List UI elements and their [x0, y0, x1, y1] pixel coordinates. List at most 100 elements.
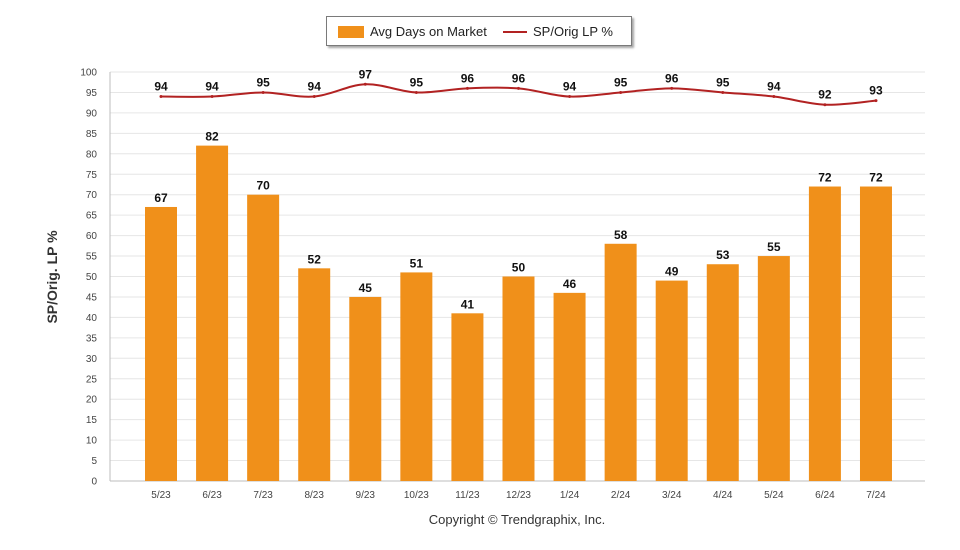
x-tick-label: 6/23	[202, 490, 222, 501]
line-point-sp-orig-lp	[465, 86, 469, 90]
bar-data-label: 45	[359, 281, 373, 295]
y-tick-label: 50	[86, 272, 98, 283]
x-tick-label: 9/23	[356, 490, 376, 501]
x-tick-label: 4/24	[713, 490, 733, 501]
line-data-label: 95	[410, 75, 424, 89]
line-point-sp-orig-lp	[823, 103, 827, 107]
bar-days-on-market	[706, 264, 739, 481]
y-tick-label: 80	[86, 149, 98, 160]
line-data-label: 96	[665, 71, 679, 85]
line-point-sp-orig-lp	[772, 95, 776, 99]
x-tick-label: 6/24	[815, 490, 835, 501]
y-tick-label: 0	[91, 477, 97, 488]
bar-days-on-market	[655, 280, 688, 481]
bar-days-on-market	[502, 276, 535, 481]
bar-data-label: 49	[665, 265, 679, 279]
x-tick-label: 1/24	[560, 490, 580, 501]
y-tick-label: 15	[86, 415, 98, 426]
line-data-label: 94	[563, 80, 577, 94]
line-data-label: 96	[461, 71, 475, 85]
x-tick-label: 12/23	[506, 490, 531, 501]
x-tick-label: 7/23	[253, 490, 273, 501]
line-data-label: 94	[767, 80, 781, 94]
bar-data-label: 41	[461, 297, 475, 311]
x-tick-label: 2/24	[611, 490, 631, 501]
line-data-label: 93	[869, 84, 883, 98]
bar-data-label: 72	[869, 171, 883, 185]
legend-label-days-on-market: Avg Days on Market	[370, 24, 487, 39]
legend-label-sp-orig-lp: SP/Orig LP %	[533, 24, 613, 39]
bar-data-label: 67	[154, 191, 168, 205]
y-tick-label: 95	[86, 88, 98, 99]
x-tick-label: 11/23	[455, 490, 480, 501]
line-data-label: 97	[359, 67, 373, 81]
line-data-label: 95	[614, 75, 628, 89]
bar-data-label: 53	[716, 248, 730, 262]
bar-days-on-market	[196, 145, 229, 481]
y-tick-label: 45	[86, 292, 98, 303]
x-tick-label: 3/24	[662, 490, 682, 501]
line-point-sp-orig-lp	[619, 90, 623, 94]
bar-data-label: 72	[818, 171, 832, 185]
gridlines	[110, 71, 925, 482]
bar-data-label: 52	[308, 252, 322, 266]
y-tick-label: 5	[91, 456, 97, 467]
y-tick-label: 35	[86, 333, 98, 344]
bar-data-label: 70	[256, 179, 270, 193]
line-point-sp-orig-lp	[159, 95, 163, 99]
y-tick-label: 90	[86, 108, 98, 119]
line-data-label: 94	[154, 80, 168, 94]
bar-data-label: 55	[767, 240, 781, 254]
bar-days-on-market	[757, 256, 790, 481]
y-tick-label: 65	[86, 211, 98, 222]
y-tick-label: 55	[86, 252, 98, 263]
line-data-label: 95	[716, 75, 730, 89]
line-point-sp-orig-lp	[363, 82, 367, 86]
line-point-sp-orig-lp	[721, 90, 725, 94]
y-tick-label: 85	[86, 129, 98, 140]
legend-swatch-sp-orig-lp	[503, 31, 527, 33]
x-tick-label: 8/23	[304, 490, 324, 501]
y-tick-label: 70	[86, 190, 98, 201]
line-data-label: 95	[256, 75, 270, 89]
line-data-label: 94	[308, 80, 322, 94]
y-tick-label: 10	[86, 436, 98, 447]
line-point-sp-orig-lp	[568, 95, 572, 99]
bar-data-label: 51	[410, 256, 424, 270]
bar-days-on-market	[859, 186, 892, 481]
line-point-sp-orig-lp	[261, 90, 265, 94]
bar-days-on-market	[451, 313, 484, 481]
line-point-sp-orig-lp	[516, 86, 520, 90]
line-data-label: 96	[512, 71, 526, 85]
line-point-sp-orig-lp	[874, 99, 878, 103]
bar-days-on-market	[604, 243, 637, 481]
legend: Avg Days on Market SP/Orig LP %	[326, 16, 632, 46]
x-tick-label: 10/23	[404, 490, 429, 501]
x-tick-label: 5/23	[151, 490, 171, 501]
y-tick-label: 100	[80, 68, 97, 79]
line-point-sp-orig-lp	[414, 90, 418, 94]
line-point-sp-orig-lp	[210, 95, 214, 99]
line-point-sp-orig-lp	[312, 95, 316, 99]
bar-data-label: 50	[512, 261, 526, 275]
bar-days-on-market	[553, 292, 586, 481]
y-tick-label: 25	[86, 374, 98, 385]
bar-days-on-market	[400, 272, 433, 481]
bar-days-on-market	[349, 296, 382, 481]
y-axis-label: SP/Orig. LP %	[44, 230, 60, 324]
y-tick-label: 60	[86, 231, 98, 242]
bar-days-on-market	[298, 268, 331, 481]
x-tick-label: 5/24	[764, 490, 784, 501]
y-tick-label: 40	[86, 313, 98, 324]
y-tick-label: 20	[86, 395, 98, 406]
bar-days-on-market	[145, 206, 177, 481]
copyright-text: Copyright © Trendgraphix, Inc.	[428, 512, 606, 527]
line-data-label: 94	[205, 80, 219, 94]
bar-data-label: 58	[614, 228, 628, 242]
bar-data-label: 82	[205, 130, 219, 144]
line-data-label: 92	[818, 88, 832, 102]
bar-days-on-market	[808, 186, 841, 481]
x-tick-label: 7/24	[866, 490, 886, 501]
bar-data-label: 46	[563, 277, 577, 291]
